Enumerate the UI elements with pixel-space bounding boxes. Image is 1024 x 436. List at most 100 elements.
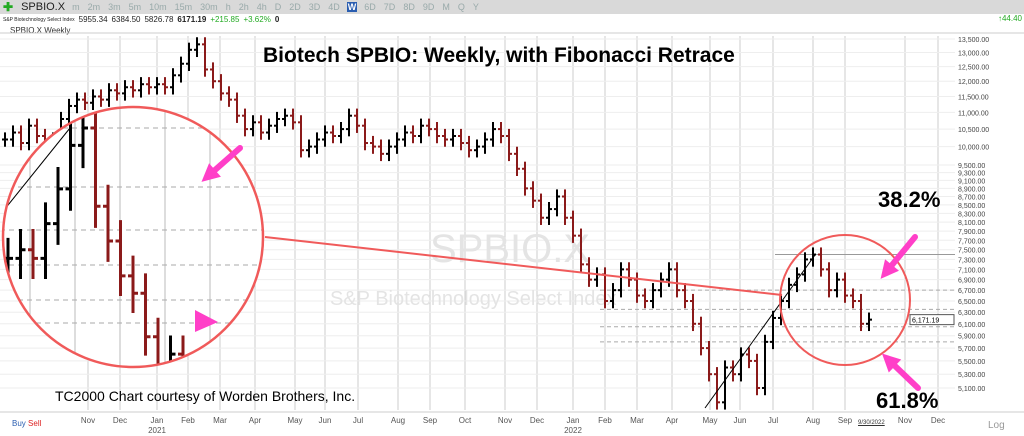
price-bar [130, 80, 136, 98]
x-tick-label: Aug [391, 416, 405, 425]
y-tick-label: 6,700.00 [958, 288, 985, 295]
fib-382-label: 38.2% [878, 187, 941, 212]
price-bar [10, 125, 16, 147]
x-tick-label: Mar [213, 416, 227, 425]
timeframe-3D[interactable]: 3D [308, 2, 321, 12]
price-bar [146, 77, 152, 95]
timeframe-10m[interactable]: 10m [149, 2, 167, 12]
price-bar [554, 189, 560, 217]
connector-line [264, 236, 783, 296]
price-bar [842, 272, 848, 303]
inset-bar [103, 184, 113, 262]
price-bar [450, 128, 456, 147]
price-bar [370, 135, 376, 154]
y-tick-label: 7,700.00 [958, 238, 985, 245]
x-tick-label: Nov [498, 416, 512, 425]
timeframe-2D[interactable]: 2D [289, 2, 301, 12]
x-tick-label: Feb [598, 416, 612, 425]
y-tick-label: 6,900.00 [958, 278, 985, 285]
timeframe-Y[interactable]: Y [472, 2, 479, 12]
timeframe-m[interactable]: m [72, 2, 80, 12]
symbol-field[interactable]: SPBIO.X [21, 1, 66, 13]
timeframe-5m[interactable]: 5m [128, 2, 142, 12]
price-bar [610, 283, 616, 309]
inset-bar [140, 273, 151, 356]
y-tick-label: 11,000.00 [958, 110, 989, 117]
volume-value: 0 [274, 15, 280, 24]
timeframe-7D[interactable]: 7D [383, 2, 396, 12]
y-tick-label: 7,900.00 [958, 229, 985, 236]
price-bar [242, 108, 248, 137]
magnifier-circle [1, 105, 265, 369]
x-tick-label: Apr [249, 416, 262, 425]
sell-button[interactable]: Sell [28, 419, 42, 428]
timeframe-4D[interactable]: 4D [328, 2, 340, 12]
price-bar [834, 272, 840, 298]
inset-trendline [3, 127, 71, 216]
price-bar [330, 125, 336, 144]
timeframe-h[interactable]: h [225, 2, 231, 12]
price-bar [210, 62, 216, 89]
top-change-value: 44.40 [1001, 14, 1022, 23]
y-tick-label: 11,500.00 [958, 94, 989, 101]
timeframe-2h[interactable]: 2h [238, 2, 249, 12]
inset-bar [153, 317, 160, 367]
buy-sell: Buy Sell [12, 419, 41, 428]
timeframe-Q[interactable]: Q [457, 2, 465, 12]
high-value: 6384.50 [111, 15, 141, 24]
price-bar [74, 92, 80, 114]
y-tick-label: 8,300.00 [958, 211, 985, 218]
timeframe-W[interactable]: W [346, 2, 358, 12]
arrow-618-icon [881, 353, 921, 391]
y-tick-label: 5,100.00 [958, 386, 985, 393]
price-bar [98, 89, 104, 107]
timeframe-15m[interactable]: 15m [174, 2, 193, 12]
buy-button[interactable]: Buy [12, 419, 26, 428]
watermark-name: S&P Biotechnology Select Index [330, 288, 616, 310]
add-symbol-icon[interactable]: ✚ [3, 0, 14, 14]
timeframe-9D[interactable]: 9D [422, 2, 435, 12]
price-bar [682, 283, 688, 309]
x-tick-label: Sep [838, 416, 853, 425]
price-bar [690, 293, 696, 332]
price-bar [850, 288, 856, 309]
price-bar [410, 125, 416, 144]
price-bar [226, 86, 232, 107]
x-tick-label: Dec [113, 416, 127, 425]
price-bar [114, 83, 120, 101]
timeframe-3m[interactable]: 3m [108, 2, 121, 12]
y-tick-label: 12,000.00 [958, 79, 989, 86]
price-bar [26, 118, 32, 151]
timeframe-30m[interactable]: 30m [200, 2, 218, 12]
timeframe-6D[interactable]: 6D [364, 2, 376, 12]
y-tick-label: 10,500.00 [958, 127, 989, 134]
price-bar [642, 288, 648, 309]
y-tick-label: 13,500.00 [958, 37, 989, 44]
y-tick-label: 8,900.00 [958, 186, 985, 193]
x-tick-label: May [287, 416, 302, 425]
price-bar [322, 125, 328, 147]
x-tick-label: Jul [353, 416, 363, 425]
timeframe-8D[interactable]: 8D [403, 2, 415, 12]
x-tick-year: 2022 [564, 426, 582, 435]
price-bar [282, 108, 288, 127]
price-bar [746, 347, 752, 369]
timeframe-4h[interactable]: 4h [256, 2, 267, 12]
timeframe-2m[interactable]: 2m [87, 2, 101, 12]
x-tick-label: Oct [459, 416, 472, 425]
chart-header[interactable]: SPBIO.X Weekly [10, 26, 71, 35]
price-bar [658, 272, 664, 298]
price-bar [498, 121, 504, 144]
timeframe-M[interactable]: M [442, 2, 450, 12]
highlight-circle [779, 234, 911, 366]
price-bar [274, 111, 280, 133]
price-bar [314, 132, 320, 154]
timeframe-D[interactable]: D [274, 2, 282, 12]
price-bar [338, 121, 344, 144]
log-scale-toggle[interactable]: Log [988, 420, 1005, 431]
price-bar [442, 128, 448, 147]
inset-bar [65, 122, 76, 211]
price-bar [346, 108, 352, 137]
fib-trendline [704, 254, 816, 409]
